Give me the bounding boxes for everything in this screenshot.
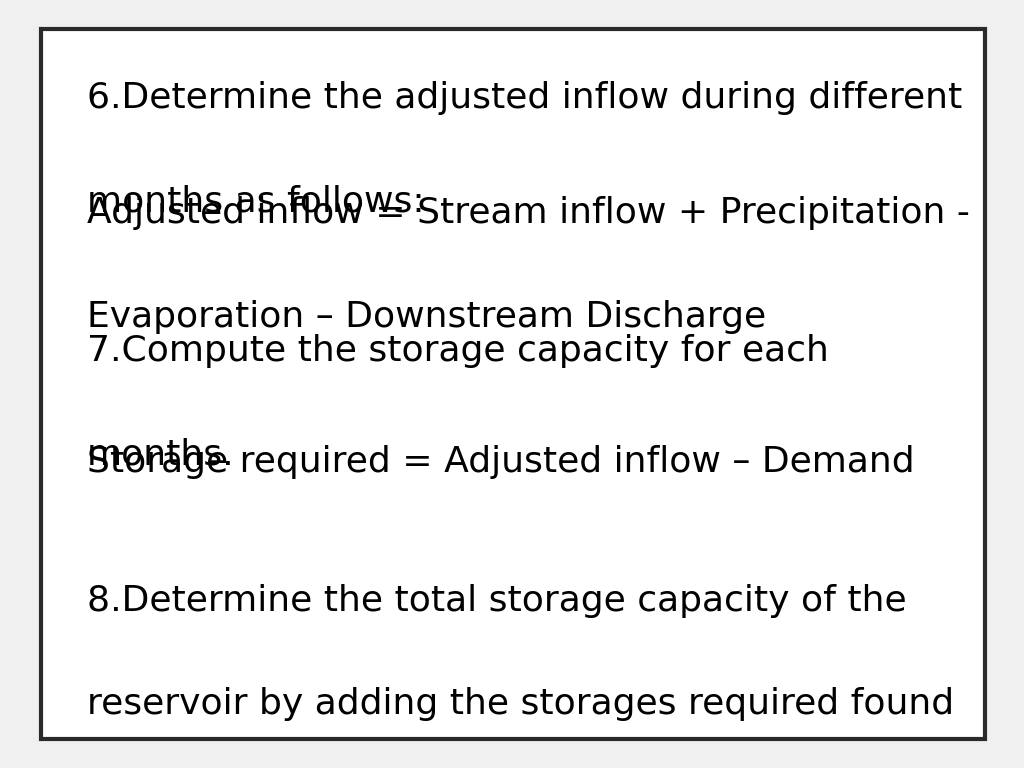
- Text: Adjusted inflow = Stream inflow + Precipitation -: Adjusted inflow = Stream inflow + Precip…: [87, 196, 970, 230]
- Text: 6.Determine the adjusted inflow during different: 6.Determine the adjusted inflow during d…: [87, 81, 963, 114]
- Text: 7.Compute the storage capacity for each: 7.Compute the storage capacity for each: [87, 334, 828, 368]
- Text: months.: months.: [87, 438, 234, 472]
- Text: reservoir by adding the storages required found: reservoir by adding the storages require…: [87, 687, 954, 721]
- Text: months as follows:: months as follows:: [87, 184, 425, 218]
- Text: Evaporation – Downstream Discharge: Evaporation – Downstream Discharge: [87, 300, 766, 333]
- Text: Storage required = Adjusted inflow – Demand: Storage required = Adjusted inflow – Dem…: [87, 445, 914, 479]
- Text: 8.Determine the total storage capacity of the: 8.Determine the total storage capacity o…: [87, 584, 906, 617]
